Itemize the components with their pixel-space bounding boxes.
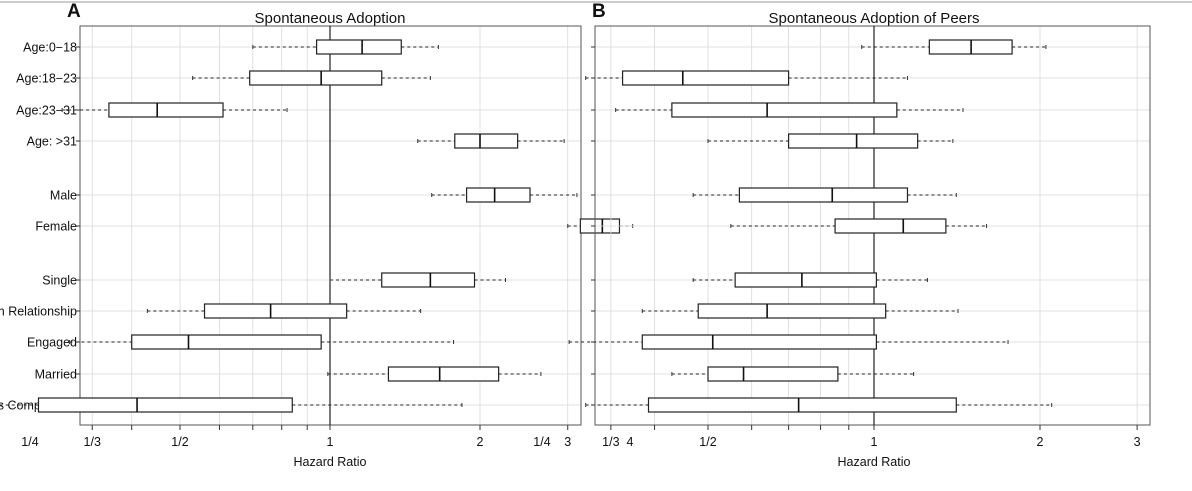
panel-b: B Spontaneous Adoption of Peers Hazard R…	[533, 1, 1151, 469]
box-iqr	[316, 39, 402, 55]
box-0	[861, 39, 1047, 55]
box-0	[252, 39, 439, 55]
box-9	[327, 366, 542, 382]
box-6	[692, 272, 928, 288]
box-iqr	[738, 187, 909, 203]
box-2	[61, 102, 288, 118]
box-iqr	[203, 303, 348, 319]
plot-area: 1/4 1/3 1/2 1 2 3 4 Age:0−18 Age:18−23 Age:23−31 A…	[0, 25, 634, 449]
plot-area: 1/4 1/3 1/2 1 2 3 4	[533, 25, 1151, 449]
x-tick-label: 1/3	[84, 435, 101, 449]
category-label: Engaged	[27, 336, 77, 350]
x-tick-label: 1/2	[699, 435, 716, 449]
panel-b-xlabel: Hazard Ratio	[838, 455, 911, 469]
box-1	[192, 70, 431, 86]
box-7	[641, 303, 959, 319]
box-4	[692, 187, 957, 203]
x-tick-label: 4	[627, 435, 634, 449]
panel-b-letter: B	[592, 1, 606, 22]
box-iqr	[641, 334, 877, 350]
panel-a-letter: A	[67, 1, 81, 22]
category-label: Age:18−23	[16, 72, 77, 86]
box-iqr	[697, 303, 887, 319]
x-tick-label: 1/3	[602, 435, 619, 449]
box-6	[329, 272, 506, 288]
box-iqr	[834, 218, 947, 234]
x-tick-label: 2	[477, 435, 484, 449]
panel-a: A Spontaneous Adoption Hazard Ratio 1/4 1…	[0, 1, 634, 469]
x-tick-label: 3	[1134, 435, 1141, 449]
box-1	[585, 70, 908, 86]
x-tick-label: 1/4	[21, 435, 38, 449]
category-label: Married	[35, 368, 77, 382]
box-iqr	[734, 272, 877, 288]
box-iqr	[37, 397, 293, 413]
category-label: Male	[50, 189, 77, 203]
panel-a-title: Spontaneous Adoption	[255, 10, 406, 27]
box-iqr	[671, 102, 898, 118]
box-iqr	[249, 70, 383, 86]
x-tick-label: 3	[564, 435, 571, 449]
box-iqr	[621, 70, 790, 86]
category-label: In Relationship	[0, 305, 77, 319]
category-label: Single	[42, 274, 77, 288]
box-iqr	[131, 334, 322, 350]
box-8	[568, 334, 1009, 350]
box-iqr	[647, 397, 957, 413]
category-label: Age: >31	[27, 135, 77, 149]
box-10	[585, 397, 1053, 413]
box-iqr	[108, 102, 224, 118]
x-tick-label: 1/4	[533, 435, 550, 449]
x-tick-label: 1/2	[171, 435, 188, 449]
box-iqr	[707, 366, 839, 382]
x-tick-label: 1	[871, 435, 878, 449]
box-2	[615, 102, 964, 118]
category-label: Age:23−31	[16, 104, 77, 118]
panel-b-title: Spontaneous Adoption of Peers	[769, 10, 980, 27]
box-8	[68, 334, 455, 350]
box-iqr	[387, 366, 500, 382]
x-tick-label: 1	[327, 435, 334, 449]
box-3	[417, 133, 565, 149]
category-label: Female	[35, 220, 77, 234]
box-iqr	[381, 272, 476, 288]
box-iqr	[466, 187, 531, 203]
box-9	[671, 366, 915, 382]
box-7	[146, 303, 422, 319]
box-iqr	[454, 133, 519, 149]
box-iqr	[787, 133, 919, 149]
category-label: Age:0−18	[23, 41, 77, 55]
panel-a-xlabel: Hazard Ratio	[294, 455, 367, 469]
box-3	[707, 133, 954, 149]
box-4	[431, 187, 578, 203]
box-5	[730, 218, 988, 234]
box-10	[0, 397, 463, 413]
x-tick-label: 2	[1037, 435, 1044, 449]
